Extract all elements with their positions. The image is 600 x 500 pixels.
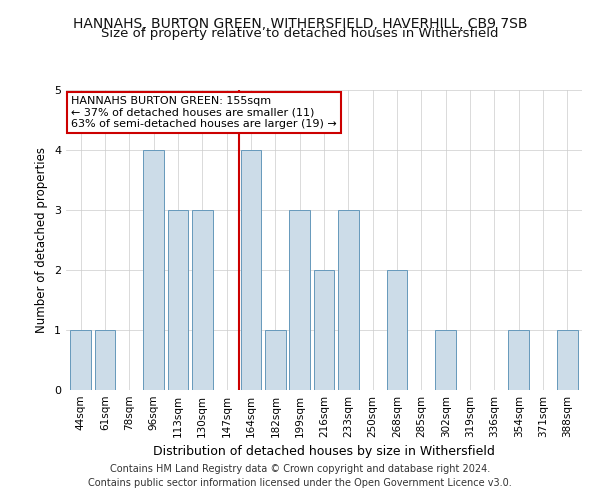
Bar	[436, 330, 456, 390]
Text: Size of property relative to detached houses in Withersfield: Size of property relative to detached ho…	[101, 28, 499, 40]
Text: HANNAHS, BURTON GREEN, WITHERSFIELD, HAVERHILL, CB9 7SB: HANNAHS, BURTON GREEN, WITHERSFIELD, HAV…	[73, 18, 527, 32]
Bar	[95, 330, 115, 390]
Text: HANNAHS BURTON GREEN: 155sqm
← 37% of detached houses are smaller (11)
63% of se: HANNAHS BURTON GREEN: 155sqm ← 37% of de…	[71, 96, 337, 129]
Text: Contains HM Land Registry data © Crown copyright and database right 2024.
Contai: Contains HM Land Registry data © Crown c…	[88, 464, 512, 487]
Bar	[70, 330, 91, 390]
Bar	[143, 150, 164, 390]
Bar	[557, 330, 578, 390]
Bar	[314, 270, 334, 390]
X-axis label: Distribution of detached houses by size in Withersfield: Distribution of detached houses by size …	[153, 446, 495, 458]
Bar	[167, 210, 188, 390]
Bar	[508, 330, 529, 390]
Bar	[289, 210, 310, 390]
Bar	[265, 330, 286, 390]
Bar	[386, 270, 407, 390]
Bar	[241, 150, 262, 390]
Bar	[338, 210, 359, 390]
Y-axis label: Number of detached properties: Number of detached properties	[35, 147, 49, 333]
Bar	[192, 210, 212, 390]
